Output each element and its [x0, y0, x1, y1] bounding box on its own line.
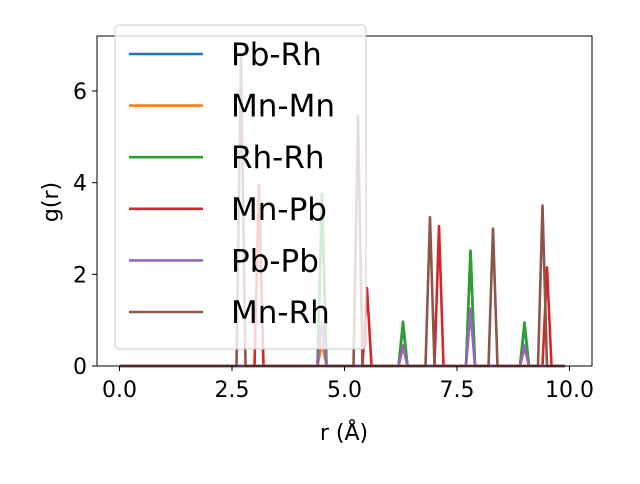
y-tick-label: 2 [73, 263, 87, 288]
legend-label-mn-pb: Mn-Pb [231, 192, 327, 228]
legend-label-mn-mn: Mn-Mn [231, 89, 335, 125]
y-tick-label: 4 [73, 172, 87, 197]
x-tick-label: 7.5 [440, 378, 475, 403]
legend: Pb-Rh Mn-Mn Rh-Rh Mn-Pb Pb-Pb Mn-Rh [114, 24, 367, 350]
legend-label-rh-rh: Rh-Rh [231, 140, 325, 176]
x-tick-label: 5.0 [327, 378, 362, 403]
x-tick-label: 0.0 [102, 378, 137, 403]
y-tick-label: 0 [73, 355, 87, 380]
x-tick-label: 10.0 [545, 378, 594, 403]
axes: 0.0 2.5 5.0 7.5 10.0 0 2 4 6 [73, 35, 594, 403]
y-tick-label: 6 [73, 80, 87, 105]
x-tick-label: 2.5 [215, 378, 250, 403]
legend-label-pb-pb: Pb-Pb [231, 243, 319, 279]
x-axis-label: r (Å) [320, 419, 368, 446]
legend-label-mn-rh: Mn-Rh [231, 295, 330, 331]
legend-label-pb-rh: Pb-Rh [231, 37, 322, 73]
y-axis-label: g(r) [39, 182, 64, 222]
